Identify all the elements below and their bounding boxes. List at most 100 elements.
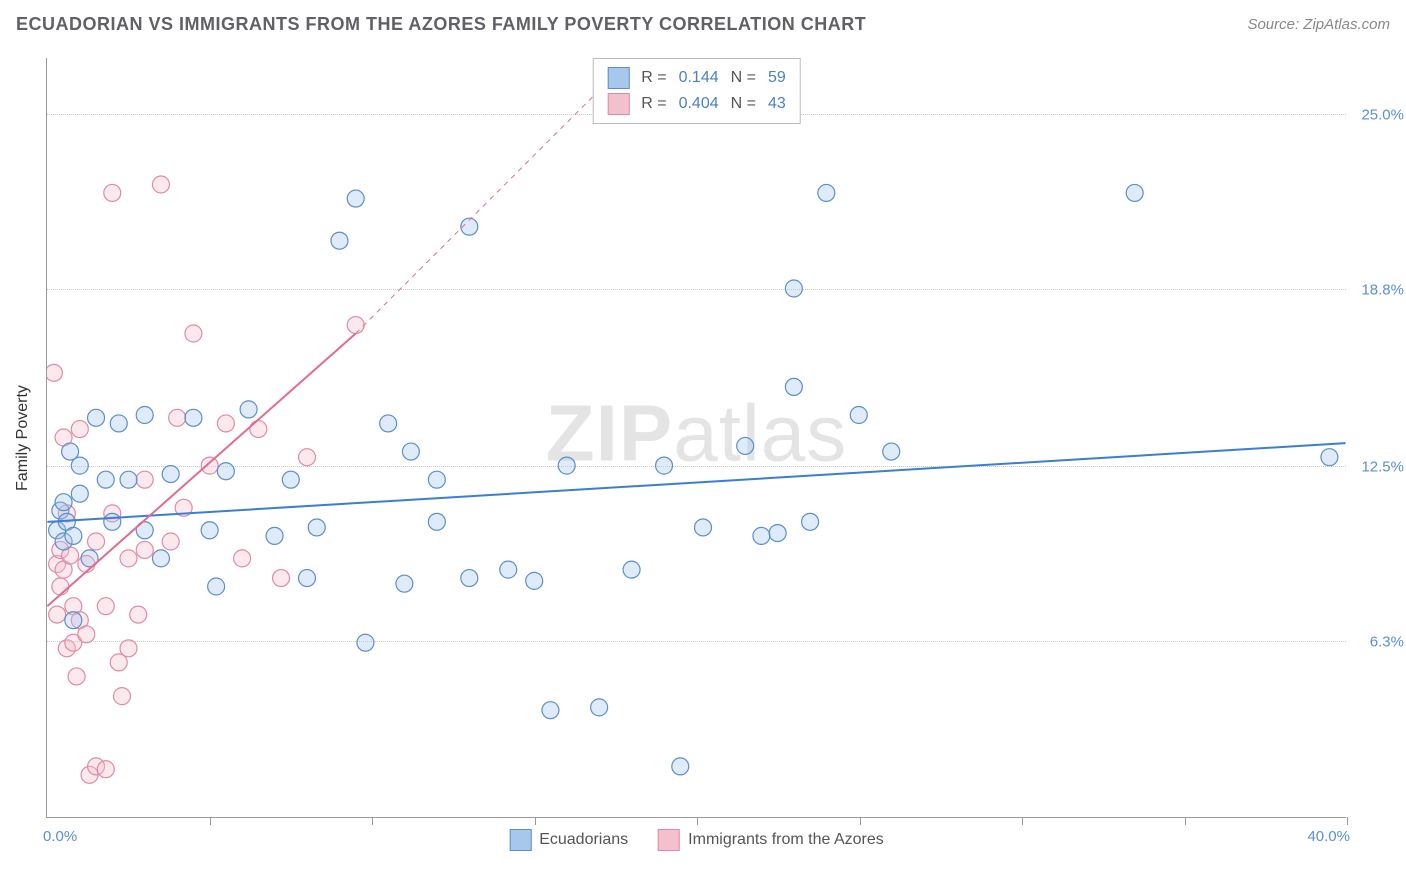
data-point xyxy=(78,626,95,643)
data-point xyxy=(753,527,770,544)
data-point xyxy=(769,525,786,542)
stats-legend-row: R = 0.404 N = 43 xyxy=(607,91,786,117)
data-point xyxy=(97,761,114,778)
n-value: 59 xyxy=(768,69,786,87)
data-point xyxy=(130,606,147,623)
data-point xyxy=(542,702,559,719)
data-point xyxy=(737,437,754,454)
y-tick-label: 25.0% xyxy=(1361,107,1404,124)
data-point xyxy=(152,176,169,193)
data-point xyxy=(1321,449,1338,466)
swatch-icon xyxy=(658,829,680,851)
data-point xyxy=(273,570,290,587)
chart-title: ECUADORIAN VS IMMIGRANTS FROM THE AZORES… xyxy=(16,14,866,35)
data-point xyxy=(185,325,202,342)
y-tick-label: 6.3% xyxy=(1370,633,1404,650)
n-label: N = xyxy=(731,95,756,113)
data-point xyxy=(104,513,121,530)
data-point xyxy=(299,449,316,466)
data-point xyxy=(299,570,316,587)
data-point xyxy=(71,485,88,502)
data-point xyxy=(695,519,712,536)
stats-legend-row: R = 0.144 N = 59 xyxy=(607,65,786,91)
x-tick xyxy=(1347,817,1348,825)
data-point xyxy=(380,415,397,432)
source-attribution: Source: ZipAtlas.com xyxy=(1247,16,1390,33)
data-point xyxy=(68,668,85,685)
swatch-icon xyxy=(509,829,531,851)
data-point xyxy=(208,578,225,595)
data-point xyxy=(591,699,608,716)
data-point xyxy=(250,421,267,438)
data-point xyxy=(234,550,251,567)
data-point xyxy=(71,421,88,438)
r-label: R = xyxy=(641,69,666,87)
stats-legend: R = 0.144 N = 59 R = 0.404 N = 43 xyxy=(592,58,801,124)
data-point xyxy=(104,184,121,201)
data-point xyxy=(97,471,114,488)
data-point xyxy=(402,443,419,460)
data-point xyxy=(162,533,179,550)
data-point xyxy=(428,471,445,488)
data-point xyxy=(785,280,802,297)
data-point xyxy=(49,606,66,623)
data-point xyxy=(357,634,374,651)
data-point xyxy=(136,407,153,424)
data-point xyxy=(47,364,62,381)
data-point xyxy=(136,471,153,488)
data-point xyxy=(201,457,218,474)
n-value: 43 xyxy=(768,95,786,113)
y-axis-label: Family Poverty xyxy=(14,385,32,491)
data-point xyxy=(120,550,137,567)
data-point xyxy=(396,575,413,592)
x-tick xyxy=(1022,817,1023,825)
data-point xyxy=(201,522,218,539)
data-point xyxy=(88,533,105,550)
y-tick-label: 12.5% xyxy=(1361,459,1404,476)
data-point xyxy=(240,401,257,418)
data-point xyxy=(114,688,131,705)
legend-item: Immigrants from the Azores xyxy=(658,829,884,851)
data-point xyxy=(331,232,348,249)
r-value: 0.144 xyxy=(679,69,719,87)
data-point xyxy=(461,570,478,587)
x-tick xyxy=(372,817,373,825)
x-tick xyxy=(1185,817,1186,825)
regression-line xyxy=(47,333,355,606)
data-point xyxy=(120,640,137,657)
data-point xyxy=(88,409,105,426)
data-point xyxy=(428,513,445,530)
data-point xyxy=(65,612,82,629)
r-value: 0.404 xyxy=(679,95,719,113)
data-point xyxy=(558,457,575,474)
data-point xyxy=(802,513,819,530)
x-tick xyxy=(210,817,211,825)
data-point xyxy=(282,471,299,488)
x-tick xyxy=(860,817,861,825)
data-point xyxy=(526,572,543,589)
data-point xyxy=(500,561,517,578)
regression-line-extension xyxy=(356,58,632,333)
data-point xyxy=(656,457,673,474)
legend-label: Ecuadorians xyxy=(539,831,628,849)
data-point xyxy=(55,494,72,511)
data-point xyxy=(266,527,283,544)
x-tick-label: 0.0% xyxy=(43,828,77,845)
data-point xyxy=(136,541,153,558)
data-point xyxy=(71,457,88,474)
chart-plot-area: ZIPatlas 6.3%12.5%18.8%25.0% R = 0.144 N… xyxy=(46,58,1346,818)
data-point xyxy=(818,184,835,201)
data-point xyxy=(672,758,689,775)
data-point xyxy=(97,598,114,615)
series-legend: Ecuadorians Immigrants from the Azores xyxy=(509,829,884,851)
data-point xyxy=(1126,184,1143,201)
swatch-icon xyxy=(607,93,629,115)
data-point xyxy=(785,378,802,395)
data-point xyxy=(152,550,169,567)
data-point xyxy=(217,415,234,432)
legend-item: Ecuadorians xyxy=(509,829,628,851)
x-tick xyxy=(697,817,698,825)
regression-line xyxy=(47,443,1345,522)
data-point xyxy=(110,415,127,432)
legend-label: Immigrants from the Azores xyxy=(688,831,884,849)
